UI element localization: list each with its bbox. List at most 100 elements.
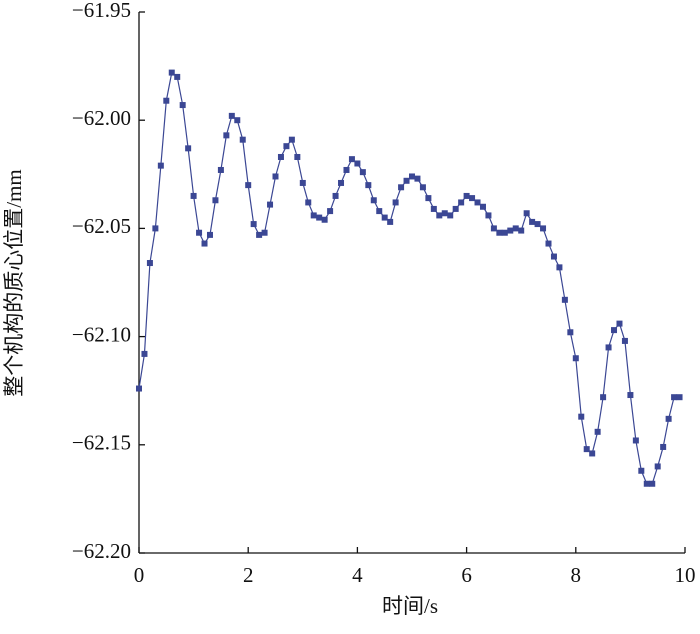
marker <box>223 132 230 139</box>
marker <box>572 355 579 362</box>
y-tick-label: −61.95 <box>72 0 131 22</box>
x-tick-label: 10 <box>675 563 696 587</box>
marker <box>660 443 667 450</box>
marker <box>141 350 148 357</box>
marker <box>594 428 601 435</box>
marker <box>370 197 377 204</box>
marker <box>430 205 437 212</box>
marker <box>174 73 181 80</box>
marker <box>163 97 170 104</box>
marker <box>485 212 492 219</box>
marker <box>217 166 224 173</box>
marker <box>185 145 192 152</box>
marker <box>414 175 421 182</box>
marker <box>294 153 301 160</box>
marker <box>605 344 612 351</box>
y-axis-label: 整个机构的质心位置/mm <box>2 169 26 397</box>
x-tick-label: 0 <box>134 563 145 587</box>
marker <box>365 182 372 189</box>
marker <box>649 480 656 487</box>
x-axis-label: 时间/s <box>382 594 438 618</box>
marker <box>583 446 590 453</box>
marker <box>403 177 410 184</box>
x-tick-label: 8 <box>571 563 582 587</box>
marker <box>496 229 503 236</box>
marker <box>627 392 634 399</box>
marker <box>348 156 355 163</box>
marker <box>676 394 683 401</box>
marker <box>550 253 557 260</box>
marker <box>529 218 536 225</box>
marker <box>261 229 268 236</box>
y-tick-label: −62.20 <box>72 539 131 563</box>
marker <box>250 221 257 228</box>
marker <box>190 192 197 199</box>
marker <box>611 327 618 334</box>
marker <box>288 136 295 143</box>
marker <box>490 225 497 232</box>
line <box>138 71 680 485</box>
marker <box>441 210 448 217</box>
marker <box>146 260 153 267</box>
marker <box>479 203 486 210</box>
marker <box>239 136 246 143</box>
marker <box>256 231 263 238</box>
marker <box>168 69 175 76</box>
marker <box>671 394 678 401</box>
marker <box>283 143 290 150</box>
marker <box>409 173 415 180</box>
marker <box>501 229 508 236</box>
marker <box>545 240 552 247</box>
marker <box>316 214 323 221</box>
marker <box>474 199 481 206</box>
marker <box>245 182 252 189</box>
marker <box>621 337 628 344</box>
marker <box>212 197 219 204</box>
marker <box>272 173 279 180</box>
marker <box>332 192 339 199</box>
marker <box>196 229 203 236</box>
marker <box>305 199 312 206</box>
x-tick-label: 4 <box>352 563 363 587</box>
marker <box>267 201 274 208</box>
marker <box>299 179 306 186</box>
marker <box>277 153 284 160</box>
marker <box>463 192 470 199</box>
marker <box>136 385 142 392</box>
marker <box>436 212 443 219</box>
marker <box>632 437 639 444</box>
marker <box>452 205 459 212</box>
marker <box>665 415 672 422</box>
y-tick-label: −62.00 <box>72 106 131 130</box>
marker <box>419 184 426 191</box>
marker <box>398 184 405 191</box>
marker <box>354 160 361 167</box>
marker <box>327 208 334 215</box>
marker <box>157 162 164 169</box>
marker <box>600 394 607 401</box>
marker <box>654 463 661 470</box>
x-tick-label: 2 <box>243 563 254 587</box>
marker <box>458 199 465 206</box>
marker <box>561 296 568 303</box>
marker <box>152 225 159 232</box>
marker <box>387 218 394 225</box>
marker <box>512 225 519 232</box>
marker <box>338 179 345 186</box>
marker <box>469 195 476 202</box>
marker <box>447 212 454 219</box>
y-tick-label: −62.15 <box>72 431 131 455</box>
marker <box>638 467 645 474</box>
marker <box>201 240 208 247</box>
marker <box>310 212 317 219</box>
marker <box>359 169 366 176</box>
marker <box>507 227 514 234</box>
marker <box>589 450 596 457</box>
marker <box>540 225 547 232</box>
marker <box>567 329 574 336</box>
marker <box>425 195 432 202</box>
y-tick-label: −62.05 <box>72 214 131 238</box>
marker <box>556 264 563 271</box>
marker <box>392 199 399 206</box>
